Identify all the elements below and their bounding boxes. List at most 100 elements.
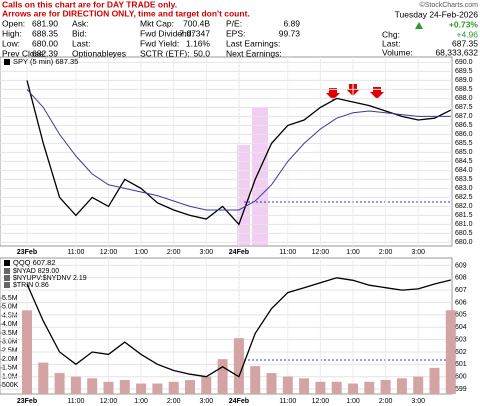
change-pct: +0.73% bbox=[449, 19, 479, 29]
y2-tick-label: 603 bbox=[455, 336, 467, 343]
x-tick-label: 12:00 bbox=[100, 398, 118, 405]
y-tick-label: 5.0M bbox=[2, 304, 18, 311]
y-tick-label: 681.5 bbox=[455, 212, 473, 219]
legend-label: QQQ 607.82 bbox=[13, 258, 56, 267]
arrow bbox=[326, 88, 340, 100]
x-tick-label: 24Feb bbox=[229, 249, 249, 256]
volume-bar bbox=[250, 366, 261, 394]
arrow bbox=[370, 87, 384, 99]
y-tick-label: 688.5 bbox=[455, 86, 473, 93]
x-tick-label: 3:00 bbox=[411, 398, 425, 405]
volume-bar bbox=[168, 381, 179, 394]
y-tick-label: 687.5 bbox=[455, 104, 473, 111]
x-tick-label: 3:00 bbox=[411, 249, 425, 256]
y-tick-label: 685.0 bbox=[455, 149, 473, 156]
indicator-label: $NYUPV:$NYDNV 2.19 bbox=[13, 275, 87, 282]
y-tick-label: 3.0M bbox=[2, 339, 18, 346]
x-tick-label: 2:00 bbox=[167, 249, 181, 256]
y-tick-label: 686.5 bbox=[455, 122, 473, 129]
quote-value: yes bbox=[113, 48, 126, 58]
quote-value: 687.35 bbox=[452, 38, 478, 48]
y2-tick-label: 608 bbox=[455, 275, 467, 282]
quote-label: Next Earnings: bbox=[226, 48, 282, 58]
indicator-label: $TRIN 0.86 bbox=[13, 282, 49, 289]
volume-bar bbox=[331, 381, 342, 394]
volume-bar bbox=[185, 380, 195, 394]
y2-tick-label: 604 bbox=[455, 324, 467, 331]
y-tick-label: 500K bbox=[2, 382, 19, 389]
y2-tick-label: 601 bbox=[455, 361, 467, 368]
y-tick-label: 689.5 bbox=[455, 68, 473, 75]
quote-value: 682.39 bbox=[32, 48, 58, 58]
credit: ©StockCharts.com bbox=[420, 1, 479, 9]
y-tick-label: 689.0 bbox=[455, 77, 473, 84]
volume-bar bbox=[445, 310, 456, 394]
legend-label: SPY (5 min) 687.35 bbox=[13, 57, 78, 66]
legend-swatch bbox=[4, 260, 10, 266]
x-tick-label: 23Feb bbox=[17, 398, 37, 405]
quote-label: High: bbox=[2, 28, 22, 38]
quote-label: SCTR (ETF): bbox=[140, 48, 190, 58]
volume-bar bbox=[233, 338, 244, 394]
y2-tick-label: 602 bbox=[455, 349, 467, 356]
y-tick-label: 682.5 bbox=[455, 194, 473, 201]
volume-bar bbox=[152, 383, 163, 394]
series-line bbox=[26, 80, 452, 226]
y2-tick-label: 609 bbox=[455, 262, 467, 269]
y2-tick-label: 606 bbox=[455, 299, 467, 306]
volume-bar bbox=[315, 381, 326, 394]
y-tick-label: 680.5 bbox=[455, 230, 473, 237]
quote-date: Tuesday 24-Feb-2026 bbox=[395, 9, 479, 19]
notice: Calls on this chart are for DAY TRADE on… bbox=[2, 0, 177, 9]
volume-bar bbox=[119, 380, 130, 394]
x-tick-label: 2:00 bbox=[379, 398, 393, 405]
y-tick-label: 4.0M bbox=[2, 321, 18, 328]
quote-label: EPS: bbox=[226, 28, 245, 38]
y2-tick-label: 600 bbox=[455, 374, 467, 381]
quote-label: Last: bbox=[72, 38, 90, 48]
legend-swatch bbox=[4, 268, 10, 274]
x-tick-label: 1:00 bbox=[346, 249, 360, 256]
y-tick-label: 685.5 bbox=[455, 140, 473, 147]
notice: Arrows are for DIRECTION ONLY, time and … bbox=[2, 8, 250, 18]
volume-bar bbox=[136, 383, 147, 394]
y-tick-label: 682.0 bbox=[455, 203, 473, 210]
volume-bar bbox=[70, 376, 81, 394]
quote-label: Ask: bbox=[72, 18, 89, 28]
volume-bar bbox=[299, 378, 310, 394]
volume-bar bbox=[217, 359, 228, 394]
quote-label: Optionable: bbox=[72, 48, 115, 58]
up-icon bbox=[415, 22, 423, 29]
quote-label: Fwd Yield: bbox=[140, 38, 179, 48]
y2-tick-label: 599 bbox=[455, 386, 467, 393]
y-tick-label: 2.0M bbox=[2, 356, 18, 363]
quote-table: Open: 681.90 Ask: Mkt Cap: 700.4B P/E: 6.89 Hig… bbox=[2, 18, 478, 58]
volume-bar bbox=[429, 367, 440, 394]
volume-bar bbox=[22, 310, 32, 394]
volume-bar bbox=[266, 373, 277, 394]
x-tick-label: 1:00 bbox=[134, 398, 148, 405]
quote-label: Mkt Cap: bbox=[140, 18, 174, 28]
legend-swatch bbox=[4, 282, 10, 288]
quote-label: Fwd Dividend: bbox=[140, 28, 194, 38]
y-tick-label: 688.0 bbox=[455, 95, 473, 102]
y-tick-label: 2.5M bbox=[2, 347, 18, 354]
indicator-label: $NYAD 829.00 bbox=[13, 268, 59, 275]
x-tick-label: 23Feb bbox=[17, 249, 37, 256]
volume-bar bbox=[87, 378, 98, 394]
volume-bar bbox=[103, 381, 114, 394]
quote-label: P/E: bbox=[226, 18, 242, 28]
y-tick-label: 690.0 bbox=[455, 59, 473, 66]
x-tick-label: 1:00 bbox=[134, 249, 148, 256]
legend-swatch bbox=[4, 59, 10, 65]
x-tick-label: 11:00 bbox=[279, 398, 296, 405]
y-tick-label: 4.5M bbox=[2, 312, 18, 319]
y-tick-label: 683.5 bbox=[455, 176, 473, 183]
y2-tick-label: 607 bbox=[455, 287, 467, 294]
y-tick-label: 1.5M bbox=[2, 365, 18, 372]
x-tick-label: 12:00 bbox=[100, 249, 118, 256]
x-tick-label: 2:00 bbox=[379, 249, 393, 256]
volume-bar bbox=[54, 373, 65, 394]
legend-swatch bbox=[4, 275, 10, 281]
y-tick-label: 683.0 bbox=[455, 185, 473, 192]
